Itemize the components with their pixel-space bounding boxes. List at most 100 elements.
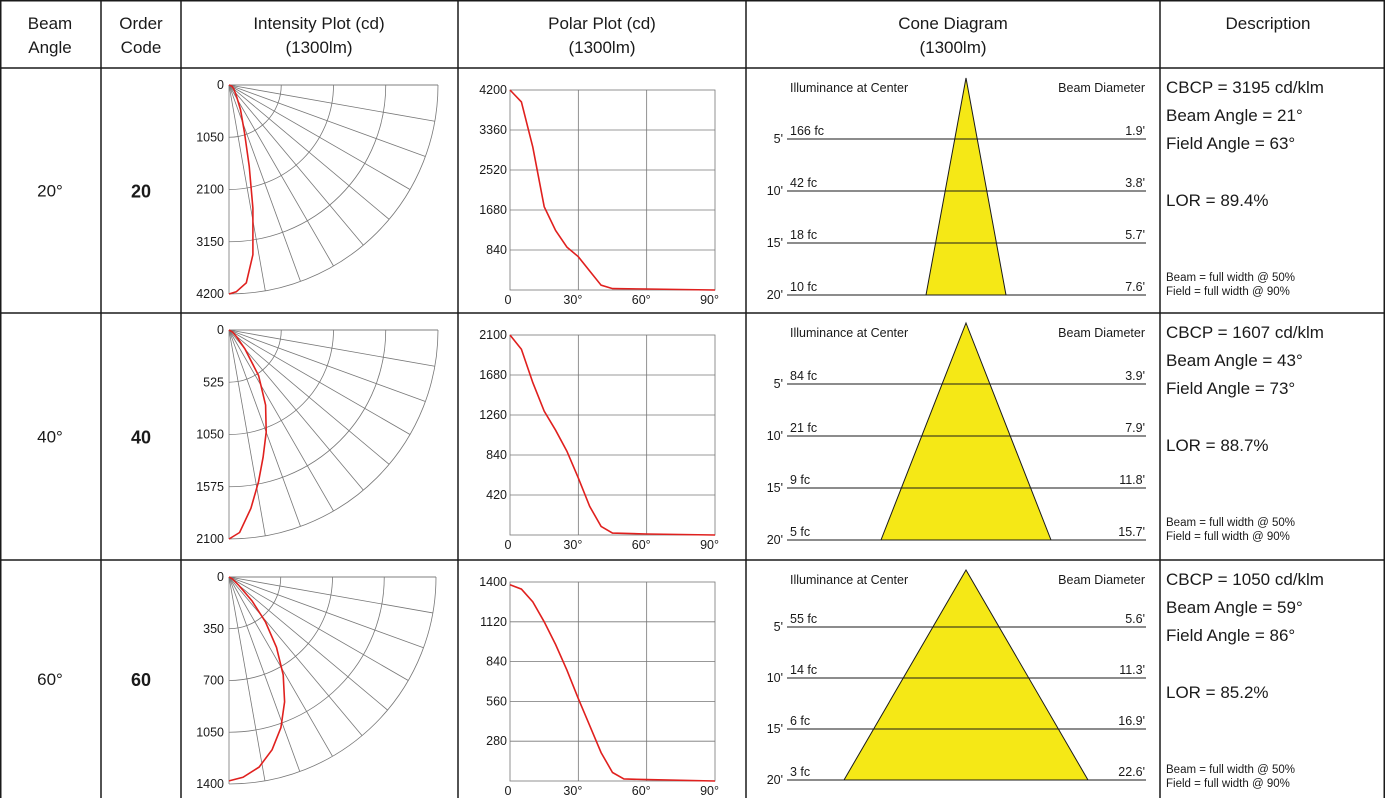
cone-distance-label: 5' — [774, 132, 783, 146]
polar-y-tick-label: 420 — [486, 488, 507, 502]
cone-illuminance-value: 10 fc — [790, 280, 817, 294]
header-polar-2: (1300lm) — [568, 38, 635, 57]
polar-curve — [509, 89, 716, 291]
header-order-code-2: Code — [121, 38, 162, 57]
intensity-radial — [228, 576, 409, 681]
polar-y-tick-label: 1400 — [479, 575, 507, 589]
cone-illuminance-value: 18 fc — [790, 228, 817, 242]
intensity-radial — [228, 576, 301, 772]
beam-angle-cell: 20° — [37, 182, 63, 201]
intensity-tick-label: 2100 — [196, 532, 224, 546]
cone-illuminance-value: 14 fc — [790, 663, 817, 677]
lor-text: LOR = 89.4% — [1166, 191, 1269, 210]
intensity-tick-label: 1050 — [196, 428, 224, 442]
intensity-arc — [228, 84, 439, 295]
intensity-radial — [228, 329, 301, 527]
description-cell: CBCP = 1050 cd/klm Beam Angle = 59° Field … — [1166, 570, 1324, 790]
intensity-radial — [228, 576, 433, 614]
cone-distance-label: 5' — [774, 377, 783, 391]
cone-diameter-value: 1.9' — [1125, 124, 1145, 138]
polar-x-tick-label: 0 — [505, 538, 512, 552]
cone-diameter-value: 3.9' — [1125, 369, 1145, 383]
beam-angle-text: Beam Angle = 43° — [1166, 351, 1303, 370]
order-code-cell: 60 — [131, 670, 151, 690]
beam-note: Beam = full width @ 50% — [1166, 517, 1295, 529]
cone-illuminance-value: 6 fc — [790, 714, 810, 728]
intensity-arc — [228, 576, 282, 630]
polar-x-tick-label: 90° — [700, 784, 719, 798]
cone-illuminance-value: 5 fc — [790, 525, 810, 539]
intensity-radial — [228, 329, 426, 402]
header-beam-angle-1: Beam — [28, 14, 72, 33]
intensity-arc — [228, 329, 387, 488]
cone-illuminance-value: 166 fc — [790, 124, 824, 138]
order-code-cell: 20 — [131, 182, 151, 202]
intensity-radial — [228, 84, 334, 267]
description-cell: CBCP = 1607 cd/klm Beam Angle = 43° Field … — [1166, 323, 1324, 543]
cone-illuminance-value: 3 fc — [790, 765, 810, 779]
intensity-arc — [228, 576, 437, 785]
cone-diameter-value: 22.6' — [1118, 765, 1145, 779]
intensity-arc — [228, 329, 439, 540]
cone-diagram: Illuminance at Center Beam Diameter 5' 166 … — [767, 77, 1146, 302]
polar-curve — [509, 584, 716, 782]
cone-distance-label: 5' — [774, 620, 783, 634]
cone-distance-label: 20' — [767, 773, 783, 787]
polar-y-tick-label: 3360 — [479, 123, 507, 137]
cone-illuminance-value: 42 fc — [790, 176, 817, 190]
intensity-tick-label: 350 — [203, 622, 224, 636]
polar-y-tick-label: 4200 — [479, 83, 507, 97]
polar-x-tick-label: 60° — [632, 293, 651, 307]
intensity-radial — [228, 329, 411, 435]
cone-illuminance-value: 9 fc — [790, 473, 810, 487]
polar-x-tick-label: 60° — [632, 538, 651, 552]
intensity-tick-label: 1050 — [196, 130, 224, 144]
cone-diameter-value: 7.6' — [1125, 280, 1145, 294]
cone-diameter-value: 16.9' — [1118, 714, 1145, 728]
intensity-radial — [228, 576, 424, 649]
cone-diameter-value: 11.3' — [1119, 663, 1145, 677]
field-note: Field = full width @ 90% — [1166, 778, 1290, 790]
beam-angle-cell: 60° — [37, 670, 63, 689]
cone-diameter-value: 3.8' — [1125, 176, 1145, 190]
lor-text: LOR = 88.7% — [1166, 436, 1269, 455]
intensity-arc — [228, 84, 387, 243]
intensity-radial — [228, 576, 388, 711]
polar-plot-frame — [509, 334, 716, 536]
polar-y-tick-label: 1680 — [479, 368, 507, 382]
cone-distance-label: 20' — [767, 533, 783, 547]
field-note: Field = full width @ 90% — [1166, 531, 1290, 543]
cone-illuminance-header: Illuminance at Center — [790, 326, 908, 340]
intensity-radial — [228, 84, 411, 190]
polar-plot: 4200 3360 2520 1680 840 0 30° 60° 90° — [479, 83, 719, 307]
polar-y-tick-label: 1120 — [480, 615, 507, 629]
polar-y-tick-label: 1680 — [479, 203, 507, 217]
table-row: 60° 60 0 350 700 1050 1400 1400 1120 840 560 280 0 30… — [37, 569, 1324, 798]
polar-x-tick-label: 0 — [505, 784, 512, 798]
header-beam-angle-2: Angle — [28, 38, 71, 57]
intensity-arc — [228, 329, 282, 383]
header-intensity-1: Intensity Plot (cd) — [253, 14, 384, 33]
cbcp-text: CBCP = 1050 cd/klm — [1166, 570, 1324, 589]
intensity-plot: 0 350 700 1050 1400 — [196, 570, 437, 791]
polar-curve — [509, 334, 716, 536]
cone-distance-label: 10' — [767, 429, 783, 443]
cone-shape — [880, 321, 1052, 541]
polar-x-tick-label: 60° — [632, 784, 651, 798]
intensity-tick-label: 0 — [217, 323, 224, 337]
beam-note: Beam = full width @ 50% — [1166, 272, 1295, 284]
intensity-tick-label: 4200 — [196, 287, 224, 301]
intensity-arc — [228, 576, 333, 681]
intensity-tick-label: 3150 — [196, 235, 224, 249]
polar-plot-frame — [509, 581, 716, 782]
table-row: 20° 20 0 1050 2100 3150 4200 4200 3360 2520 1680 84… — [37, 77, 1324, 307]
polar-y-tick-label: 280 — [486, 734, 507, 748]
cone-distance-label: 10' — [767, 184, 783, 198]
intensity-radial — [228, 329, 334, 512]
intensity-radial — [228, 84, 435, 122]
intensity-radial — [228, 84, 390, 220]
header-cone-2: (1300lm) — [919, 38, 986, 57]
table-row: 40° 40 0 525 1050 1575 2100 2100 1680 1260 840 420 0… — [37, 321, 1324, 552]
cbcp-text: CBCP = 3195 cd/klm — [1166, 78, 1324, 97]
intensity-radial — [228, 84, 426, 157]
